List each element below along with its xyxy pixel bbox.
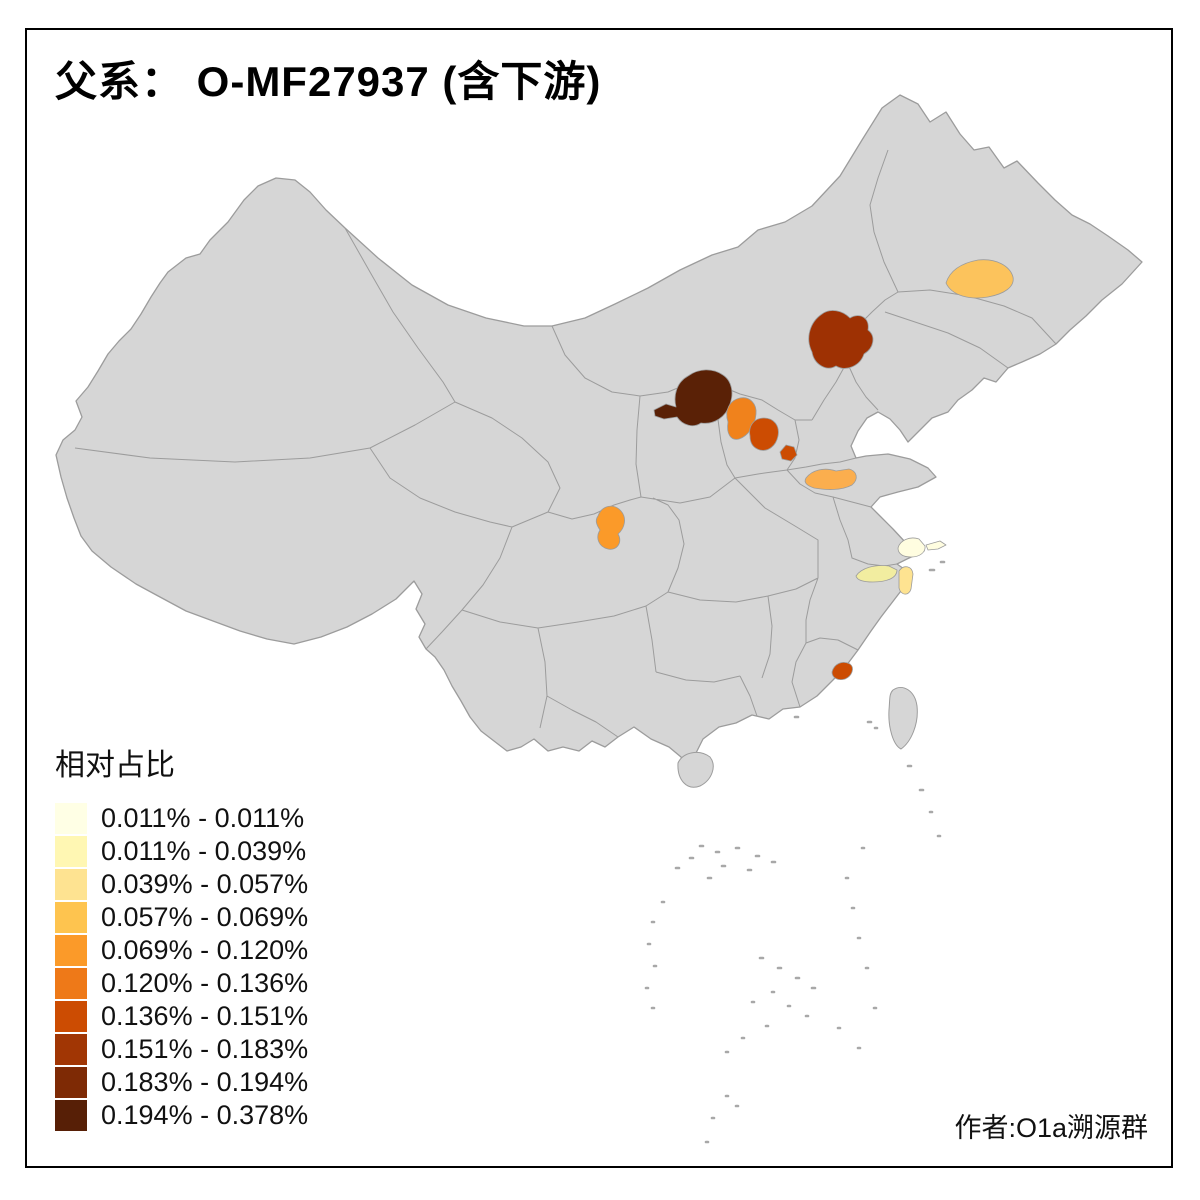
legend-swatch <box>55 1067 87 1098</box>
legend-item: 0.011% - 0.011% <box>55 802 308 835</box>
legend-swatch <box>55 935 87 966</box>
highlight-region-7 <box>804 468 857 490</box>
legend-swatch <box>55 902 87 933</box>
highlight-region-9b <box>925 540 947 551</box>
legend-range-label: 0.120% - 0.136% <box>101 968 309 998</box>
highlight-region-8 <box>595 505 625 550</box>
highlight-region-10 <box>855 565 898 583</box>
author-credit: 作者:O1a溯源群 <box>954 1113 1148 1143</box>
legend-range-label: 0.069% - 0.120% <box>101 935 309 965</box>
legend-swatch <box>55 1001 87 1032</box>
legend-item: 0.057% - 0.069% <box>55 901 308 934</box>
legend-swatch <box>55 803 87 834</box>
legend-swatch <box>55 1034 87 1065</box>
legend-range-label: 0.011% - 0.039% <box>101 836 307 866</box>
legend-item: 0.194% - 0.378% <box>55 1099 308 1132</box>
legend-range-label: 0.194% - 0.378% <box>101 1100 309 1130</box>
figure-title: 父系： O-MF27937 (含下游) <box>55 58 602 105</box>
highlight-region-3 <box>653 369 733 427</box>
legend-item: 0.039% - 0.057% <box>55 868 308 901</box>
highlight-region-9 <box>897 537 926 558</box>
legend-range-label: 0.151% - 0.183% <box>101 1034 309 1064</box>
legend-item: 0.151% - 0.183% <box>55 1033 308 1066</box>
legend-swatch <box>55 968 87 999</box>
hainan-island <box>677 751 714 788</box>
mainland-landmass <box>55 94 1143 775</box>
legend-item: 0.183% - 0.194% <box>55 1066 308 1099</box>
highlight-region-6 <box>779 444 798 462</box>
legend-swatch <box>55 836 87 867</box>
mainland-outline <box>55 94 1143 775</box>
legend-range-label: 0.136% - 0.151% <box>101 1001 309 1031</box>
legend-swatch <box>55 869 87 900</box>
islands <box>644 560 946 1144</box>
legend-swatch <box>55 1100 87 1131</box>
legend-title: 相对占比 <box>55 749 175 782</box>
figure-border <box>25 28 1173 1168</box>
small-islets <box>644 560 946 1144</box>
legend-range-label: 0.057% - 0.069% <box>101 902 309 932</box>
highlight-region-12 <box>831 662 853 680</box>
legend-item: 0.120% - 0.136% <box>55 967 308 1000</box>
legend-item: 0.069% - 0.120% <box>55 934 308 967</box>
legend: 相对占比 0.011% - 0.011% 0.011% - 0.039% 0.0… <box>55 740 308 1132</box>
legend-item: 0.011% - 0.039% <box>55 835 308 868</box>
taiwan-island <box>888 686 918 750</box>
highlight-regions <box>595 259 1014 680</box>
highlight-region-5 <box>749 417 779 451</box>
highlight-region-4 <box>726 397 757 440</box>
legend-range-label: 0.011% - 0.011% <box>101 803 305 833</box>
legend-item: 0.136% - 0.151% <box>55 1000 308 1033</box>
highlight-region-2 <box>808 310 874 369</box>
legend-range-label: 0.039% - 0.057% <box>101 869 309 899</box>
legend-range-label: 0.183% - 0.194% <box>101 1067 309 1097</box>
highlight-region-11 <box>898 566 914 595</box>
highlight-region-1 <box>945 259 1014 299</box>
